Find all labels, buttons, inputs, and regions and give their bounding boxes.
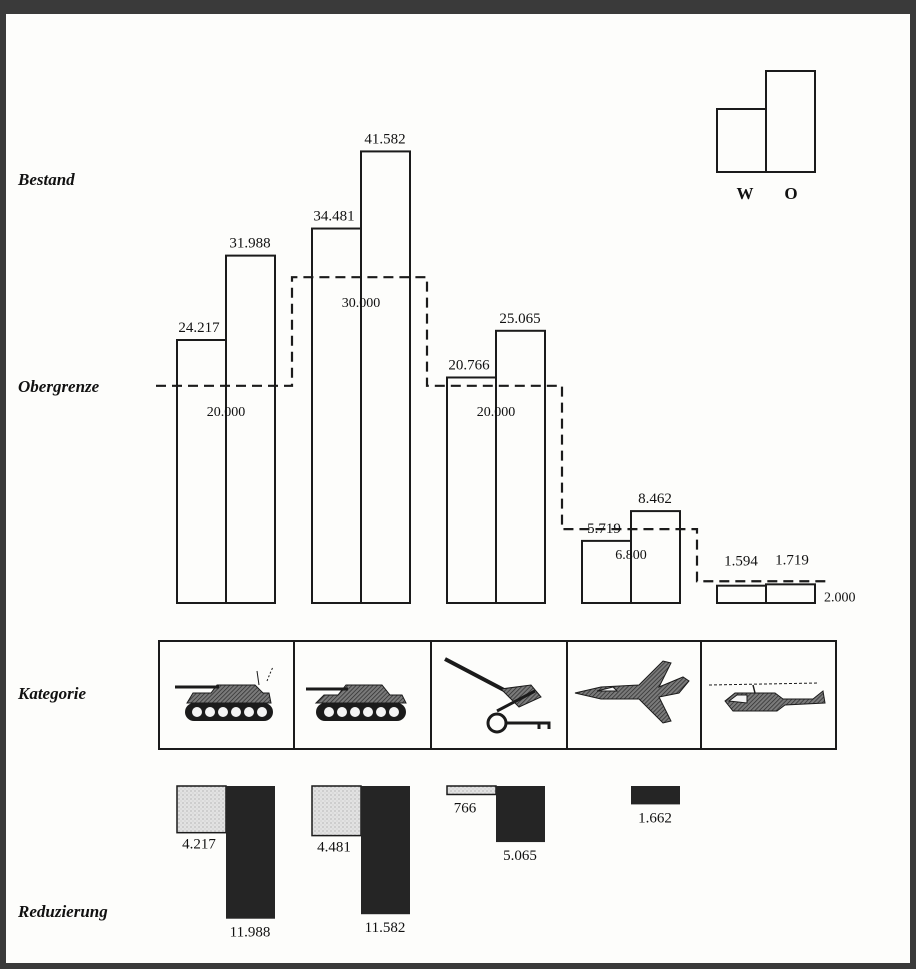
ceiling-label-3: 6.800 (615, 548, 647, 563)
legend-label-east: O (784, 184, 797, 203)
legend-bar-east (765, 70, 816, 173)
label-east-2: 25.065 (499, 311, 540, 327)
helicopter-icon (708, 682, 826, 712)
reduction-west-label-0: 4.217 (182, 837, 216, 853)
reduction-east-label-0: 11.988 (230, 925, 271, 941)
reduction-east-label-2: 5.065 (503, 848, 537, 864)
row-label-stock: Bestand (18, 170, 75, 189)
label-east-3: 8.462 (638, 491, 672, 507)
row-label-category: Kategorie (18, 684, 86, 703)
reduction-west-1 (311, 785, 362, 837)
row-label-ceiling: Obergrenze (18, 377, 100, 396)
reduction-east-2 (496, 786, 545, 843)
reduction-west-0 (176, 785, 227, 834)
bar-west-1 (311, 227, 362, 604)
reduction-west-label-1: 4.481 (317, 840, 351, 856)
bar-east-0 (225, 254, 276, 604)
force-comparison-chart: 24.21731.98834.48141.58220.76625.0655.71… (156, 70, 856, 941)
category-strip (158, 640, 837, 750)
fighter-jet-icon (574, 660, 690, 724)
armored-vehicle-icon (306, 684, 407, 721)
reduction-west-2 (446, 785, 497, 796)
legend-label-west: W (737, 184, 754, 203)
ceiling-label-1: 30.000 (342, 296, 381, 311)
bar-east-3 (630, 510, 681, 605)
label-west-1: 34.481 (313, 209, 354, 225)
row-label-reduction: Reduzierung (18, 902, 108, 921)
reduction-east-0 (226, 786, 275, 919)
ceiling-label-4: 2.000 (824, 590, 856, 605)
label-west-4: 1.594 (724, 554, 758, 570)
label-east-4: 1.719 (775, 552, 809, 568)
reduction-east-label-1: 11.582 (365, 920, 406, 936)
bar-west-0 (176, 339, 227, 604)
tank-icon (175, 666, 274, 721)
bar-east-4 (765, 583, 816, 605)
label-west-0: 24.217 (178, 320, 220, 336)
reduction-east-label-3: 1.662 (638, 810, 672, 826)
bar-east-1 (360, 150, 411, 604)
chart-panel: Bestand Obergrenze Kategorie Reduzierung… (6, 14, 910, 963)
label-east-0: 31.988 (229, 236, 270, 252)
bar-east-2 (495, 329, 546, 604)
legend-bar-west (716, 108, 767, 173)
reduction-east-1 (361, 786, 410, 915)
bar-west-4 (716, 584, 767, 604)
ceiling-label-2: 20.000 (477, 405, 516, 420)
ceiling-label-0: 20.000 (207, 405, 246, 420)
reduction-west-label-2: 766 (454, 800, 477, 816)
label-west-2: 20.766 (448, 357, 490, 373)
reduction-east-3 (631, 786, 680, 805)
ceiling-line (156, 276, 828, 583)
artillery-icon (444, 657, 551, 734)
label-east-1: 41.582 (364, 131, 405, 147)
